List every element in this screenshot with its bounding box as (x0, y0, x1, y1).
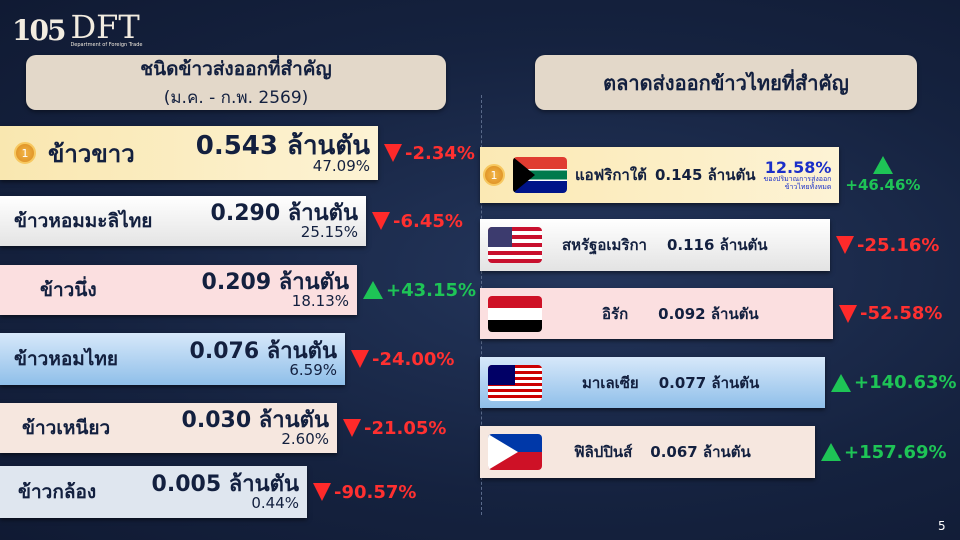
down-arrow-icon (839, 304, 857, 323)
down-arrow-icon (351, 350, 369, 368)
rice-share: 25.15% (300, 222, 358, 241)
market-line-philippines: ฟิลิปปินส์ 0.067 ล้านตัน +157.69% (480, 426, 947, 478)
rice-line-brown: ข้าวกล้อง 0.005 ล้านตัน 0.44% -90.57% (0, 466, 416, 518)
market-row-iraq: อิรัก 0.092 ล้านตัน (480, 288, 833, 339)
page-number: 5 (938, 519, 946, 533)
country-volume: 0.092 ล้านตัน (658, 304, 759, 323)
rice-row-hommali: ข้าวหอมมะลิไทย 0.290 ล้านตัน 25.15% (0, 196, 366, 246)
rice-line-parboiled: ข้าวนึ่ง 0.209 ล้านตัน 18.13% +43.15% (0, 265, 476, 315)
rice-change: -2.34% (384, 143, 475, 164)
rice-name: ข้าวหอมไทย (14, 348, 118, 370)
market-change: +140.63% (831, 372, 957, 393)
market-row-philippines: ฟิลิปปินส์ 0.067 ล้านตัน (480, 426, 815, 478)
rice-row-thai-hom: ข้าวหอมไทย 0.076 ล้านตัน 6.59% (0, 333, 345, 385)
rice-volume: 0.005 ล้านตัน (151, 471, 299, 497)
rice-volume: 0.076 ล้านตัน (189, 338, 337, 364)
rice-change: -21.05% (343, 418, 446, 439)
left-title: ชนิดข้าวส่งออกที่สำคัญ (140, 58, 332, 80)
country-volume: 0.067 ล้านตัน (650, 443, 751, 461)
rice-line-thai-hom: ข้าวหอมไทย 0.076 ล้านตัน 6.59% -24.00% (0, 333, 454, 385)
rice-volume: 0.209 ล้านตัน (201, 269, 349, 295)
rice-row-glutinous: ข้าวเหนียว 0.030 ล้านตัน 2.60% (0, 403, 337, 453)
rice-name: ข้าวขาว (48, 139, 135, 168)
market-line-usa: สหรัฐอเมริกา 0.116 ล้านตัน -25.16% (480, 219, 939, 271)
philippines-flag-icon (488, 434, 542, 470)
up-arrow-icon (872, 156, 893, 174)
south-africa-flag-icon (513, 157, 567, 193)
rice-line-white: 1 ข้าวขาว 0.543 ล้านตัน 47.09% -2.34% (0, 126, 475, 180)
down-arrow-icon (313, 483, 331, 501)
rice-share: 6.59% (289, 360, 337, 379)
share-note-2: ข้าวไทยทั้งหมด (784, 182, 832, 191)
down-arrow-icon (836, 236, 854, 254)
gold-medal-icon: 1 (14, 142, 36, 164)
dft-logo: 105 DFT Department of Foreign Trade (12, 8, 143, 48)
share-note-1: ของปริมาณการส่งออก (763, 175, 832, 184)
country-name: อิรัก (602, 304, 629, 323)
rice-row-brown: ข้าวกล้อง 0.005 ล้านตัน 0.44% (0, 466, 307, 518)
share-block: 12.58% ของปริมาณการส่งออก ข้าวไทยทั้งหมด (763, 157, 832, 192)
gold-medal-icon: 1 (483, 164, 505, 186)
market-row-malaysia: มาเลเซีย 0.077 ล้านตัน (480, 357, 825, 408)
rice-volume: 0.290 ล้านตัน (210, 200, 358, 226)
rice-change: -6.45% (372, 211, 463, 232)
rice-line-hommali: ข้าวหอมมะลิไทย 0.290 ล้านตัน 25.15% -6.4… (0, 196, 463, 246)
rice-name: ข้าวหอมมะลิไทย (14, 210, 153, 232)
market-change: +46.46% (845, 156, 920, 194)
right-title: ตลาดส่งออกข้าวไทยที่สำคัญ (603, 70, 849, 95)
country-volume: 0.077 ล้านตัน (658, 373, 760, 392)
right-header: ตลาดส่งออกข้าวไทยที่สำคัญ (535, 55, 917, 110)
left-header: ชนิดข้าวส่งออกที่สำคัญ (ม.ค. - ก.พ. 2569… (26, 55, 446, 110)
rice-name: ข้าวนึ่ง (40, 279, 97, 301)
down-arrow-icon (343, 419, 361, 437)
rice-volume: 0.030 ล้านตัน (181, 407, 329, 433)
left-period: (ม.ค. - ก.พ. 2569) (163, 88, 309, 108)
logo-subtitle: Department of Foreign Trade (70, 42, 143, 48)
rice-volume: 0.543 ล้านตัน (195, 130, 370, 161)
rice-share: 47.09% (312, 156, 370, 175)
rice-row-white: 1 ข้าวขาว 0.543 ล้านตัน 47.09% (0, 126, 378, 180)
market-row-usa: สหรัฐอเมริกา 0.116 ล้านตัน (480, 219, 830, 271)
market-row-south-africa: 1 แอฟริกาใต้ 0.145 ล้านตัน 12.58% ของปริ… (480, 147, 840, 203)
market-change: -52.58% (839, 303, 942, 324)
market-change: +157.69% (821, 442, 947, 463)
iraq-flag-icon (488, 295, 542, 332)
malaysia-flag-icon (488, 364, 542, 401)
usa-flag-icon (488, 227, 542, 263)
up-arrow-icon (363, 281, 383, 299)
down-arrow-icon (372, 212, 390, 230)
country-volume: 0.116 ล้านตัน (666, 236, 768, 254)
up-arrow-icon (821, 443, 841, 461)
market-line-south-africa: 1 แอฟริกาใต้ 0.145 ล้านตัน 12.58% ของปริ… (480, 147, 920, 203)
market-line-malaysia: มาเลเซีย 0.077 ล้านตัน +140.63% (480, 357, 957, 408)
rice-row-parboiled: ข้าวนึ่ง 0.209 ล้านตัน 18.13% (0, 265, 357, 315)
rice-share: 18.13% (291, 291, 349, 310)
logo-dft: DFT (70, 8, 140, 46)
rice-change: -90.57% (313, 482, 416, 503)
market-change: -25.16% (836, 235, 939, 256)
market-line-iraq: อิรัก 0.092 ล้านตัน -52.58% (480, 288, 942, 339)
rice-line-glutinous: ข้าวเหนียว 0.030 ล้านตัน 2.60% -21.05% (0, 403, 446, 453)
country-volume: 0.145 ล้านตัน (654, 166, 756, 184)
logo-105: 105 (12, 13, 66, 47)
rice-change: +43.15% (363, 280, 476, 301)
country-name: สหรัฐอเมริกา (562, 236, 647, 254)
down-arrow-icon (384, 144, 402, 162)
rice-share: 0.44% (251, 493, 299, 512)
rice-change: -24.00% (351, 349, 454, 370)
up-arrow-icon (831, 373, 851, 392)
share-percent: 12.58% (764, 157, 832, 177)
rice-share: 2.60% (281, 429, 329, 448)
country-name: แอฟริกาใต้ (575, 166, 647, 184)
rice-name: ข้าวเหนียว (22, 417, 111, 439)
country-name: มาเลเซีย (582, 373, 639, 392)
country-name: ฟิลิปปินส์ (574, 443, 633, 461)
rice-name: ข้าวกล้อง (18, 481, 97, 503)
